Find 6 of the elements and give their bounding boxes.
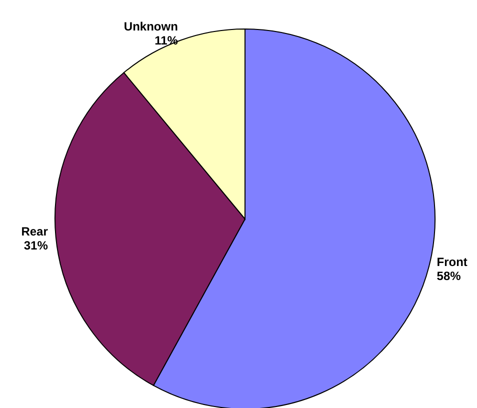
slice-label: Unknown [124,20,178,34]
slice-label: Front [436,255,468,270]
slice-label: Rear [21,224,48,239]
data-label: 31% [24,238,48,253]
data-label: 11% [154,34,178,48]
data-label: 58% [436,269,462,284]
